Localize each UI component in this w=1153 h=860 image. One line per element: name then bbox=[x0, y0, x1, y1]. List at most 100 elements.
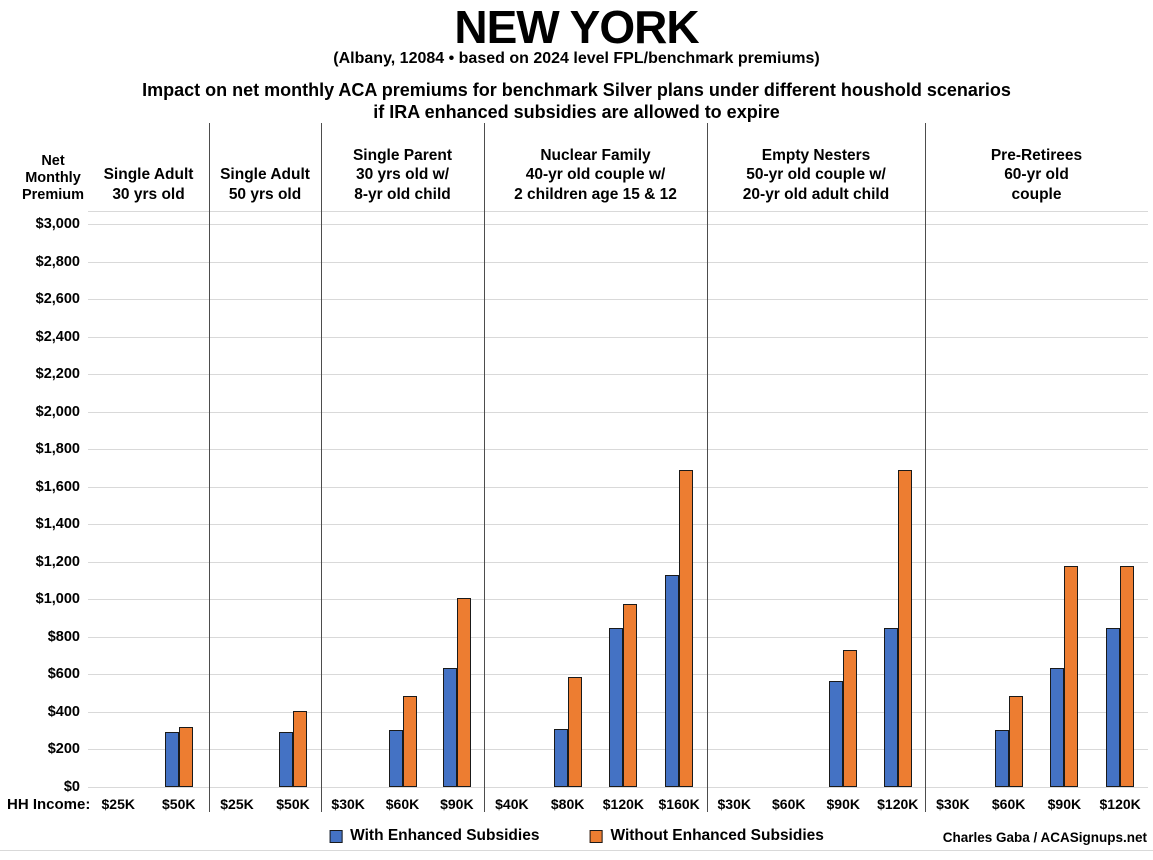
scenario-header: Nuclear Family 40-yr old couple w/ 2 chi… bbox=[514, 146, 677, 203]
page-subtitle: (Albany, 12084 • based on 2024 level FPL… bbox=[333, 50, 820, 67]
chart-heading-line1: Impact on net monthly ACA premiums for b… bbox=[142, 80, 1011, 100]
gridline bbox=[88, 524, 1148, 526]
scenario-header: Pre-Retirees 60-yr old couple bbox=[990, 146, 1083, 203]
bar-without-subsidies bbox=[456, 598, 471, 787]
bar-without-subsidies bbox=[623, 604, 638, 787]
bar-with-subsidies bbox=[883, 628, 898, 787]
income-label: $60K bbox=[772, 796, 806, 812]
bar-with-subsidies bbox=[388, 729, 403, 787]
bar-with-subsidies bbox=[665, 574, 680, 787]
legend-label-with-subsidies: With Enhanced Subsidies bbox=[350, 827, 540, 844]
legend-label-without-subsidies: Without Enhanced Subsidies bbox=[610, 827, 824, 844]
legend: With Enhanced Subsidies Without Enhanced… bbox=[329, 827, 824, 845]
income-label: $30K bbox=[717, 796, 751, 812]
y-tick-label: $2,400 bbox=[35, 328, 80, 345]
y-tick-label: $1,000 bbox=[35, 591, 80, 608]
bar-with-subsidies bbox=[1106, 628, 1121, 787]
bar-with-subsidies bbox=[442, 667, 457, 787]
chart-bottom-border bbox=[0, 850, 1153, 851]
scenario-header: Empty Nesters 50-yr old couple w/ 20-yr … bbox=[742, 146, 890, 203]
bar-with-subsidies bbox=[1050, 667, 1065, 787]
bar-without-subsidies bbox=[1008, 695, 1023, 787]
bar-without-subsidies bbox=[567, 677, 582, 787]
scenario-separator bbox=[707, 123, 708, 812]
bar-without-subsidies bbox=[1120, 565, 1135, 787]
bar-without-subsidies bbox=[402, 695, 417, 787]
scenario-header: Single Parent 30 yrs old w/ 8-yr old chi… bbox=[352, 146, 453, 203]
y-tick-label: $0 bbox=[63, 779, 80, 795]
y-tick-label: $800 bbox=[47, 628, 80, 645]
income-label: $90K bbox=[1047, 796, 1082, 812]
y-axis-title: Net Monthly Premium bbox=[21, 153, 85, 203]
gridline bbox=[88, 787, 1148, 788]
page-title: NEW YORK bbox=[454, 1, 699, 53]
gridline bbox=[88, 299, 1148, 301]
y-tick-label: $2,200 bbox=[35, 366, 80, 383]
y-tick-label: $600 bbox=[47, 666, 80, 683]
income-label: $60K bbox=[991, 796, 1026, 812]
scenario-separator bbox=[484, 123, 485, 812]
bar-with-subsidies bbox=[829, 680, 844, 787]
income-label: $30K bbox=[936, 796, 970, 812]
legend-item-with-subsidies: With Enhanced Subsidies bbox=[329, 827, 539, 845]
gridline bbox=[88, 224, 1148, 225]
income-label: $120K bbox=[1099, 796, 1141, 812]
y-tick-label: $1,400 bbox=[35, 516, 80, 533]
bar-with-subsidies bbox=[279, 731, 293, 787]
y-tick-label: $400 bbox=[47, 703, 80, 720]
scenario-separator bbox=[321, 123, 322, 812]
scenario-separator bbox=[925, 123, 926, 812]
y-tick-label: $3,000 bbox=[35, 216, 80, 232]
y-tick-label: $1,200 bbox=[35, 553, 80, 570]
bar-without-subsidies bbox=[679, 469, 694, 787]
income-label: $50K bbox=[276, 796, 310, 812]
gridline bbox=[88, 486, 1148, 488]
bar-with-subsidies bbox=[994, 729, 1009, 787]
income-label: $90K bbox=[826, 796, 860, 812]
legend-item-without-subsidies: Without Enhanced Subsidies bbox=[589, 827, 824, 845]
income-label: $120K bbox=[602, 796, 645, 812]
income-label: $25K bbox=[220, 796, 254, 812]
income-label: $30K bbox=[331, 796, 365, 812]
gridline bbox=[88, 336, 1148, 338]
bar-without-subsidies bbox=[1064, 565, 1079, 787]
gridline bbox=[88, 411, 1148, 413]
income-label: $40K bbox=[495, 796, 529, 812]
y-tick-label: $2,800 bbox=[35, 253, 80, 270]
gridline bbox=[88, 261, 1148, 263]
scenario-header: Single Adult 50 yrs old bbox=[220, 166, 310, 203]
income-label: $80K bbox=[550, 796, 585, 812]
credit-text: Charles Gaba / ACASignups.net bbox=[942, 830, 1147, 845]
gridline bbox=[88, 599, 1148, 601]
income-label: $25K bbox=[101, 796, 135, 812]
income-label: $160K bbox=[658, 796, 700, 812]
y-tick-label: $200 bbox=[47, 741, 80, 758]
y-tick-label: $1,800 bbox=[35, 441, 80, 458]
bar-without-subsidies bbox=[897, 469, 912, 787]
y-tick-label: $1,600 bbox=[35, 478, 80, 495]
bar-without-subsidies bbox=[178, 726, 193, 787]
gridline bbox=[88, 449, 1148, 451]
income-label: $120K bbox=[877, 796, 919, 812]
legend-swatch-with-subsidies-icon bbox=[329, 829, 343, 843]
scenario-separator bbox=[209, 123, 210, 812]
gridline bbox=[88, 374, 1148, 376]
bar-without-subsidies bbox=[293, 710, 307, 787]
bar-with-subsidies bbox=[164, 731, 179, 787]
scenario-header: Single Adult 30 yrs old bbox=[103, 166, 194, 203]
income-label: $60K bbox=[385, 796, 420, 812]
chart-heading-line2: if IRA enhanced subsidies are allowed to… bbox=[373, 102, 780, 122]
income-label: $50K bbox=[162, 796, 196, 812]
bar-with-subsidies bbox=[609, 628, 624, 787]
hh-income-label: HH Income: bbox=[7, 796, 91, 813]
bar-with-subsidies bbox=[553, 728, 568, 787]
bar-without-subsidies bbox=[843, 650, 858, 787]
plot-top-border bbox=[88, 211, 1148, 212]
legend-swatch-without-subsidies-icon bbox=[589, 829, 603, 843]
y-tick-label: $2,600 bbox=[35, 291, 80, 308]
y-tick-label: $2,000 bbox=[35, 403, 80, 420]
gridline bbox=[88, 561, 1148, 563]
income-label: $90K bbox=[440, 796, 474, 812]
